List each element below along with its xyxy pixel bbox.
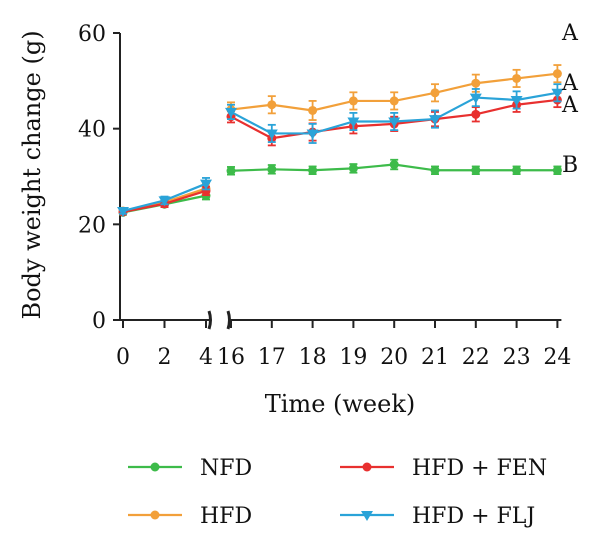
series-layer (117, 64, 564, 217)
data-point (267, 164, 277, 174)
group-letter-hfd: A (561, 21, 579, 46)
group-letter-hfd-flj: A (561, 71, 579, 96)
data-point (429, 115, 441, 126)
legend-item-hfd-flj: HFD + FLJ (340, 504, 535, 529)
x-tick-label: 4 (199, 345, 213, 370)
data-point (388, 117, 401, 128)
x-tick-label: 23 (503, 345, 531, 370)
data-point (430, 88, 440, 98)
legend-label: HFD (200, 504, 252, 529)
legend-marker (361, 511, 373, 521)
data-point (471, 109, 481, 119)
x-tick-label: 16 (217, 345, 245, 370)
x-tick-label: 24 (543, 345, 571, 370)
data-point (200, 179, 212, 190)
y-axis-title: Body weight change (g) (18, 30, 46, 319)
data-point (226, 166, 236, 176)
data-point (389, 96, 399, 106)
data-point (512, 165, 522, 175)
legend-item-hfd-fen: HFD + FEN (340, 456, 547, 481)
x-tick-label: 0 (116, 345, 130, 370)
legend-label: HFD + FEN (412, 456, 547, 481)
y-tick-label: 20 (78, 213, 106, 238)
y-tick-label: 0 (92, 309, 106, 334)
y-tick-label: 40 (78, 118, 106, 143)
data-point (267, 100, 277, 110)
data-point (348, 96, 358, 106)
x-tick-label: 18 (299, 345, 327, 370)
x-tick-label: 17 (258, 345, 286, 370)
group-letter-hfd-fen: A (561, 93, 579, 118)
axis-break-mark (207, 310, 212, 330)
data-point (551, 88, 564, 99)
data-point (552, 165, 562, 175)
legend-item-nfd: NFD (128, 456, 252, 481)
x-tick-label: 20 (380, 345, 408, 370)
legend-marker (150, 462, 160, 472)
data-point (225, 107, 237, 118)
x-tick-label: 19 (339, 345, 367, 370)
x-axis-title: Time (week) (265, 390, 416, 418)
data-point (469, 93, 482, 104)
data-point (510, 95, 523, 106)
data-point (158, 196, 171, 207)
legend-label: HFD + FLJ (412, 504, 535, 529)
data-point (306, 129, 319, 140)
series-nfd (118, 158, 562, 217)
group-letter-nfd: B (562, 153, 578, 178)
legend: NFD HFD + FEN HFD HFD + FLJ (128, 456, 547, 529)
data-point (308, 105, 318, 115)
data-point (430, 165, 440, 175)
legend-marker (150, 510, 160, 520)
data-point (308, 165, 318, 175)
x-tick-label: 22 (462, 345, 490, 370)
data-point (512, 73, 522, 83)
y-tick-label: 60 (78, 22, 106, 47)
series-hfd-fen (118, 91, 562, 217)
data-point (117, 206, 129, 217)
legend-label: NFD (200, 456, 252, 481)
legend-item-hfd: HFD (128, 504, 252, 529)
axis-break-mark (226, 310, 231, 330)
series-hfd-flj (117, 83, 564, 217)
x-tick-label: 2 (158, 345, 172, 370)
data-point (348, 163, 358, 173)
data-point (347, 117, 360, 128)
data-point (552, 69, 562, 79)
data-point (389, 160, 399, 170)
data-point (471, 78, 481, 88)
x-tick-label: 21 (421, 345, 449, 370)
legend-marker (362, 462, 372, 472)
data-point (265, 129, 278, 140)
data-point (471, 165, 481, 175)
